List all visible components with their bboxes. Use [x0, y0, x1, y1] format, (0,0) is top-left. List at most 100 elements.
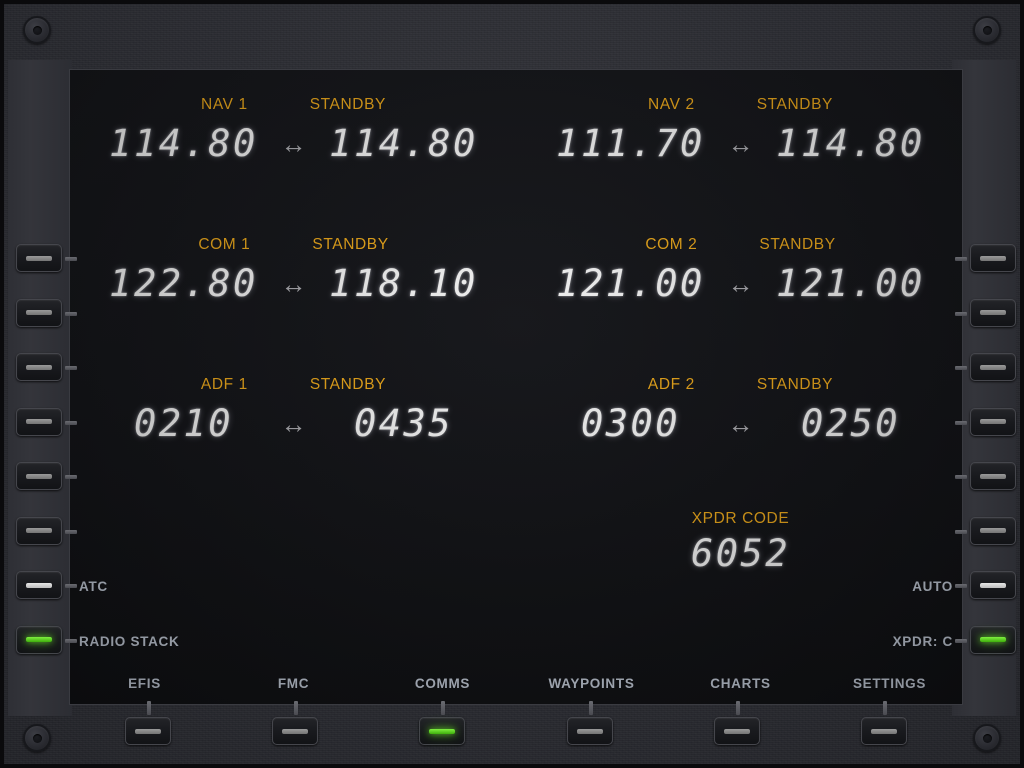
bottom-tab-bar: EFIS FMC COMMS WAYPOINTS CHARTS SETTINGS	[70, 662, 962, 704]
radio-standby-value[interactable]: 121.00	[776, 262, 925, 305]
button-led-indicator	[980, 419, 1006, 424]
button-connector-stub	[883, 701, 887, 715]
radio-active-label: ADF 2	[647, 376, 695, 393]
right-softkey-3[interactable]	[955, 353, 1016, 381]
radio-active-label: NAV 2	[648, 96, 695, 113]
bezel-screw-bottom-right	[973, 724, 1001, 752]
tab-button-waypoints[interactable]	[566, 701, 613, 745]
tab-button-comms[interactable]	[419, 701, 466, 745]
softkey-label-xpdr-mode: XPDR: C	[892, 634, 953, 649]
button-led-indicator	[135, 728, 161, 734]
swap-arrow-icon[interactable]: ↔	[280, 409, 307, 439]
radio-active-value[interactable]: 114.80	[109, 122, 258, 165]
tab-button-efis[interactable]	[125, 701, 171, 745]
button-connector-stub	[441, 701, 446, 715]
radio-cell-com1[interactable]: COM 1 STANDBY 122.80 ↔ 118.10	[70, 236, 517, 340]
bezel-screw-top-left	[23, 16, 51, 44]
radio-values: 0300 ↔ 0250	[517, 400, 962, 448]
swap-arrow-icon[interactable]: ↔	[280, 269, 307, 299]
button-connector-stub	[955, 638, 967, 643]
tab-efis[interactable]: EFIS	[128, 675, 161, 691]
tab-settings[interactable]: SETTINGS	[852, 675, 927, 691]
tab-comms[interactable]: COMMS	[414, 675, 471, 691]
right-softkey-1[interactable]	[955, 244, 1016, 272]
swap-arrow-icon[interactable]: ↔	[727, 409, 754, 439]
radio-active-label: COM 1	[198, 236, 251, 253]
display-screen: NAV 1 STANDBY 114.80 ↔ 114.80 NAV 2 STAN…	[69, 69, 963, 705]
radio-standby-value[interactable]: 0435	[353, 402, 454, 445]
radio-standby-label: STANDBY	[312, 236, 389, 253]
left-button-rail	[8, 60, 72, 716]
radio-cell-com2[interactable]: COM 2 STANDBY 121.00 ↔ 121.00	[517, 236, 962, 340]
left-softkey-4[interactable]	[16, 407, 77, 436]
tab-waypoints[interactable]: WAYPOINTS	[548, 675, 635, 691]
radio-cell-nav2[interactable]: NAV 2 STANDBY 111.70 ↔ 114.80	[517, 96, 962, 200]
radio-cell-nav1[interactable]: NAV 1 STANDBY 114.80 ↔ 114.80	[70, 96, 517, 200]
right-softkey-auto[interactable]	[955, 571, 1016, 599]
left-softkey-6[interactable]	[16, 516, 77, 545]
button-led-indicator	[26, 255, 52, 261]
button-connector-stub	[65, 420, 77, 425]
button-connector-stub	[147, 701, 151, 715]
right-softkey-5[interactable]	[955, 462, 1016, 490]
left-softkey-atc[interactable]	[16, 571, 77, 599]
swap-arrow-icon[interactable]: ↔	[280, 129, 307, 159]
radio-grid: NAV 1 STANDBY 114.80 ↔ 114.80 NAV 2 STAN…	[70, 96, 962, 480]
left-softkey-radio-stack[interactable]	[16, 625, 77, 654]
radio-headers: COM 2 STANDBY	[517, 236, 962, 258]
button-connector-stub	[955, 366, 967, 370]
button-connector-stub	[955, 420, 967, 425]
right-softkey-xpdr-c[interactable]	[955, 625, 1016, 654]
button-connector-stub	[65, 475, 77, 479]
left-softkey-5[interactable]	[16, 462, 77, 490]
button-connector-stub	[955, 584, 967, 588]
radio-headers: ADF 1 STANDBY	[70, 376, 517, 398]
swap-arrow-icon[interactable]: ↔	[727, 129, 754, 159]
radio-headers: COM 1 STANDBY	[70, 236, 517, 258]
radio-values: 111.70 ↔ 114.80	[517, 120, 962, 168]
right-softkey-6[interactable]	[955, 516, 1016, 545]
radio-standby-label: STANDBY	[759, 236, 836, 253]
radio-standby-value[interactable]: 0250	[800, 402, 901, 445]
tab-charts[interactable]: CHARTS	[710, 675, 771, 691]
button-connector-stub	[65, 366, 77, 370]
radio-active-value[interactable]: 122.80	[109, 262, 258, 305]
radio-standby-value[interactable]: 118.10	[329, 262, 478, 305]
button-led-indicator	[980, 310, 1006, 315]
tab-button-settings[interactable]	[861, 701, 907, 745]
button-connector-stub	[65, 257, 77, 261]
radio-active-value[interactable]: 0210	[133, 402, 234, 445]
radio-headers: NAV 2 STANDBY	[517, 96, 962, 118]
swap-arrow-icon[interactable]: ↔	[727, 269, 754, 299]
radio-values: 0210 ↔ 0435	[70, 400, 517, 448]
button-led-indicator	[26, 419, 52, 424]
radio-standby-value[interactable]: 114.80	[329, 122, 478, 165]
xpdr-code-value[interactable]: 6052	[690, 532, 791, 575]
radio-active-value[interactable]: 121.00	[556, 262, 705, 305]
radio-active-value[interactable]: 0300	[580, 402, 681, 445]
radio-values: 121.00 ↔ 121.00	[517, 260, 962, 308]
tab-button-charts[interactable]	[713, 701, 760, 745]
radio-standby-label: STANDBY	[756, 96, 833, 113]
radio-active-value[interactable]: 111.70	[556, 122, 705, 165]
left-softkey-3[interactable]	[16, 353, 77, 381]
left-softkey-1[interactable]	[16, 244, 77, 272]
xpdr-code-label: XPDR CODE	[691, 510, 790, 527]
xpdr-code-block[interactable]: XPDR CODE 6052	[517, 510, 962, 578]
left-softkey-2[interactable]	[16, 298, 77, 327]
radio-standby-value[interactable]: 114.80	[776, 122, 925, 165]
tab-button-fmc[interactable]	[272, 701, 319, 745]
radio-cell-adf2[interactable]: ADF 2 STANDBY 0300 ↔ 0250	[517, 376, 962, 480]
button-connector-stub	[955, 257, 967, 261]
button-connector-stub	[65, 311, 77, 316]
radio-headers: NAV 1 STANDBY	[70, 96, 517, 118]
button-connector-stub	[294, 701, 299, 715]
button-led-indicator	[26, 637, 52, 642]
radio-cell-adf1[interactable]: ADF 1 STANDBY 0210 ↔ 0435	[70, 376, 517, 480]
right-softkey-4[interactable]	[955, 407, 1016, 436]
right-softkey-2[interactable]	[955, 298, 1016, 327]
radio-values: 122.80 ↔ 118.10	[70, 260, 517, 308]
tab-fmc[interactable]: FMC	[277, 675, 310, 691]
radio-standby-label: STANDBY	[309, 376, 387, 393]
